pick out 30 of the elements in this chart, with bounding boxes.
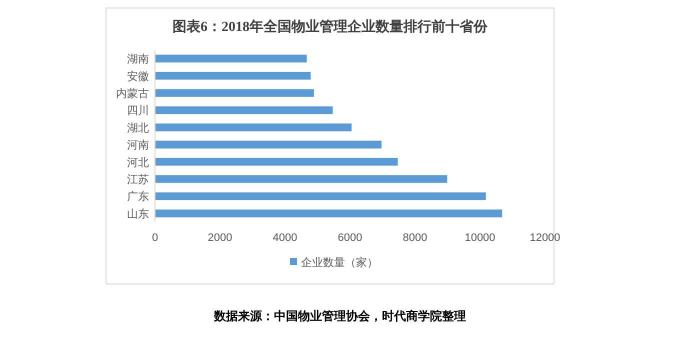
x-tick-label: 8000 (402, 232, 428, 244)
x-tick-label: 2000 (208, 232, 232, 244)
bar (155, 175, 448, 183)
y-tick-label: 江苏 (127, 173, 149, 186)
y-tick-label: 河北 (127, 156, 149, 169)
bar (155, 54, 307, 62)
x-tick-label: 0 (152, 232, 158, 244)
bar (155, 89, 314, 97)
bar (155, 140, 382, 148)
chart-title: 图表6：2018年全国物业管理企业数量排行前十省份 (172, 19, 488, 35)
y-tick-label: 湖北 (127, 121, 149, 134)
bar (155, 210, 502, 218)
y-tick-label: 内蒙古 (116, 87, 149, 100)
y-tick-label: 河南 (127, 138, 149, 152)
bar (155, 192, 486, 200)
y-tick-label: 安徽 (127, 70, 149, 83)
source-note: 数据来源：中国物业管理协会，时代商学院整理 (213, 309, 466, 323)
y-tick-label: 湖南 (127, 52, 149, 66)
bar (155, 158, 398, 166)
y-tick-label: 广东 (127, 190, 149, 204)
y-tick-label: 四川 (127, 104, 149, 118)
legend-label: 企业数量（家） (301, 256, 378, 269)
bar (155, 106, 333, 114)
x-tick-label: 10000 (464, 232, 496, 244)
x-tick-label: 6000 (338, 232, 362, 244)
y-tick-label: 山东 (127, 207, 149, 220)
bar (155, 124, 352, 132)
bar (155, 72, 311, 80)
x-tick-label: 4000 (272, 232, 298, 244)
x-tick-label: 12000 (530, 232, 560, 244)
